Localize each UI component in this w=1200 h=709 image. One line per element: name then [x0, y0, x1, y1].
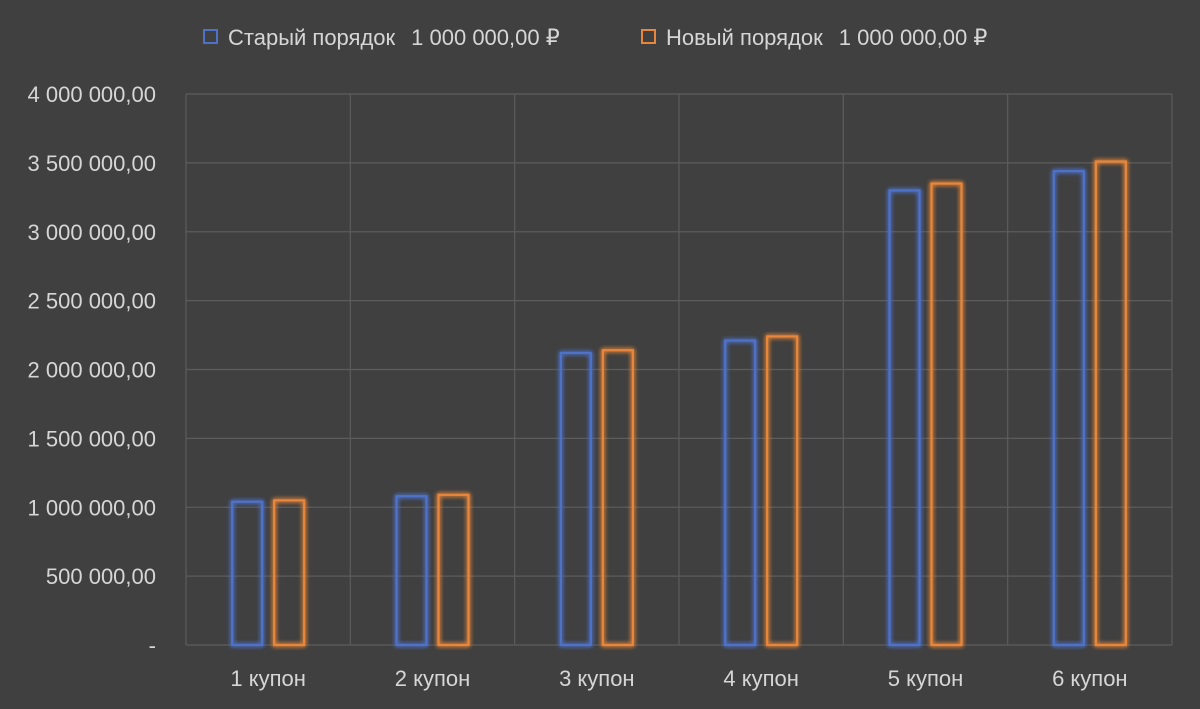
- gridlines: [185, 93, 1173, 646]
- legend-series-value: 1 000 000,00 ₽: [411, 25, 560, 50]
- bar-series-2-cat-1: [273, 499, 306, 647]
- x-axis-categories: 1 купон 2 купон 3 купон 4 купон 5 купон 6 куп…: [230, 666, 1127, 691]
- y-tick-label: 2 500 000,00: [28, 289, 156, 314]
- legend-swatch: [641, 29, 656, 44]
- y-tick-label: 1 000 000,00: [28, 495, 156, 520]
- x-category-label: 5 купон: [888, 666, 964, 691]
- x-category-label: 6 купон: [1052, 666, 1128, 691]
- x-category-label: 3 купон: [559, 666, 635, 691]
- bar-series-1-cat-1: [231, 500, 264, 647]
- y-tick-label: 3 000 000,00: [28, 220, 156, 245]
- y-tick-label: 2 000 000,00: [28, 358, 156, 383]
- legend-series-name: Старый порядок: [228, 25, 396, 50]
- bar-series-1-cat-4: [724, 339, 757, 647]
- bar-series-2-cat-2: [437, 493, 470, 647]
- x-category-label: 1 купон: [230, 666, 306, 691]
- y-tick-label: 1 500 000,00: [28, 426, 156, 451]
- bar-series-1-cat-3: [559, 351, 592, 647]
- legend-swatch: [203, 29, 218, 44]
- bar-series-2-cat-6: [1094, 160, 1127, 647]
- y-tick-label: 500 000,00: [46, 564, 156, 589]
- bars: [231, 160, 1127, 647]
- legend: Старый порядок 1 000 000,00 ₽ Новый порядо…: [203, 25, 988, 50]
- bar-series-1-cat-6: [1052, 170, 1085, 647]
- bar-series-2-cat-3: [601, 349, 634, 647]
- x-category-label: 2 купон: [395, 666, 471, 691]
- y-tick-label: -: [149, 633, 156, 658]
- bar-series-2-cat-5: [930, 182, 963, 647]
- y-tick-label: 3 500 000,00: [28, 151, 156, 176]
- legend-series-name: Новый порядок: [666, 25, 823, 50]
- y-axis-ticks: - 500 000,00 1 000 000,00 1 500 000,00 2 000…: [28, 82, 156, 658]
- bar-series-1-cat-5: [888, 189, 921, 647]
- bar-series-2-cat-4: [766, 335, 799, 647]
- legend-series-value: 1 000 000,00 ₽: [839, 25, 988, 50]
- y-tick-label: 4 000 000,00: [28, 82, 156, 107]
- x-category-label: 4 купон: [723, 666, 799, 691]
- bar-series-1-cat-2: [395, 495, 428, 647]
